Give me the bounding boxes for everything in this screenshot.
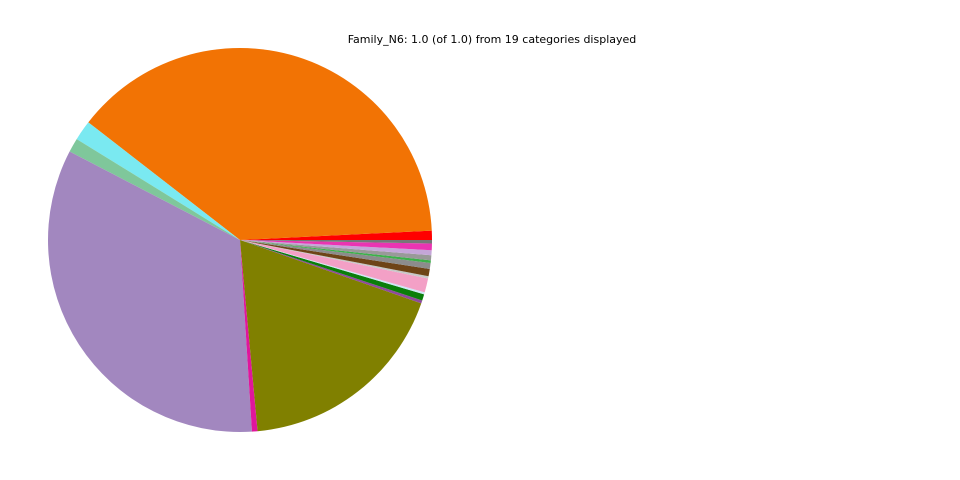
pie-slice bbox=[69, 139, 240, 240]
pie-slice bbox=[240, 240, 425, 295]
pie-slice bbox=[240, 240, 431, 263]
pie-slice bbox=[240, 240, 431, 269]
pie-slice bbox=[240, 240, 258, 432]
pie-slice bbox=[240, 240, 425, 301]
pie-slice bbox=[76, 122, 240, 240]
pie-slice bbox=[240, 240, 432, 256]
pie-slice bbox=[240, 230, 432, 240]
pie-slice bbox=[240, 240, 423, 304]
pie-slice bbox=[240, 240, 432, 261]
pie-slice bbox=[88, 47, 432, 240]
pie-slice bbox=[48, 151, 252, 432]
pie-slice bbox=[240, 240, 429, 293]
pie-slice bbox=[240, 240, 430, 277]
chart-title: Family_N6: 1.0 (of 1.0) from 19 categori… bbox=[348, 33, 637, 46]
pie-slice bbox=[240, 240, 429, 279]
pie-slice bbox=[240, 240, 422, 432]
pie-slice bbox=[240, 240, 432, 251]
pie-slice bbox=[240, 240, 432, 244]
